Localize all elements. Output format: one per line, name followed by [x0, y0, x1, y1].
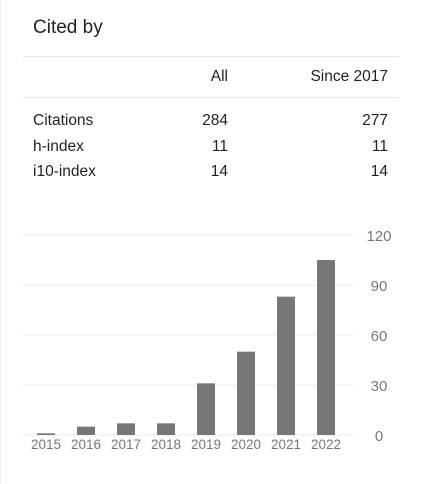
column-header-all: All — [210, 68, 228, 85]
bar — [77, 426, 95, 435]
citations-since-value: 277 — [362, 112, 388, 129]
citations-per-year-chart: 0 30 60 90 120 2015 2016 2017 2018 2019 2020 2021 20… — [23, 228, 392, 452]
y-tick-label: 120 — [366, 228, 391, 245]
bar — [37, 433, 55, 435]
i10-index-all-value: 14 — [210, 163, 228, 180]
bar — [317, 260, 335, 435]
row-label-citations: Citations — [33, 112, 94, 129]
citations-all-value: 284 — [202, 112, 228, 129]
bar — [117, 423, 135, 435]
x-tick-label: 2020 — [231, 437, 261, 452]
x-tick-label: 2018 — [151, 437, 181, 452]
y-tick-label: 0 — [375, 428, 383, 445]
y-tick-label: 90 — [371, 278, 388, 295]
column-header-since-2017: Since 2017 — [310, 68, 388, 85]
x-tick-label: 2016 — [71, 437, 101, 452]
row-label-i10-index: i10-index — [33, 163, 96, 180]
x-tick-label: 2021 — [271, 437, 301, 452]
bar — [277, 296, 295, 435]
table-header-divider — [23, 97, 399, 98]
row-label-h-index: h-index — [33, 138, 84, 155]
y-tick-label: 60 — [371, 328, 388, 345]
x-tick-label: 2017 — [111, 437, 141, 452]
x-tick-label: 2019 — [191, 437, 221, 452]
header-divider — [23, 56, 399, 57]
bar — [157, 423, 175, 435]
h-index-all-value: 11 — [211, 138, 228, 155]
x-tick-label: 2022 — [311, 437, 341, 452]
bar — [237, 351, 255, 435]
x-tick-label: 2015 — [31, 437, 61, 452]
y-tick-label: 30 — [371, 378, 388, 395]
bar — [197, 383, 215, 435]
panel-title: Cited by — [33, 17, 103, 38]
h-index-since-value: 11 — [371, 138, 388, 155]
i10-index-since-value: 14 — [370, 163, 388, 180]
